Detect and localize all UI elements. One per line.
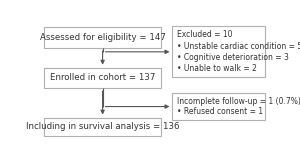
- Text: Including in survival analysis = 136: Including in survival analysis = 136: [26, 122, 179, 131]
- Text: • Refused consent = 1: • Refused consent = 1: [176, 107, 263, 116]
- Text: Incomplete follow-up = 1 (0.7%): Incomplete follow-up = 1 (0.7%): [176, 97, 300, 106]
- FancyBboxPatch shape: [44, 68, 161, 88]
- FancyBboxPatch shape: [172, 93, 266, 120]
- Text: Assessed for eligibility = 147: Assessed for eligibility = 147: [40, 33, 166, 42]
- Text: Excluded = 10: Excluded = 10: [176, 30, 232, 40]
- Text: Enrolled in cohort = 137: Enrolled in cohort = 137: [50, 73, 155, 82]
- Text: • Cognitive deterioration = 3: • Cognitive deterioration = 3: [176, 53, 288, 62]
- Text: • Unable to walk = 2: • Unable to walk = 2: [176, 64, 256, 73]
- Text: • Unstable cardiac condition = 5: • Unstable cardiac condition = 5: [176, 42, 300, 51]
- FancyBboxPatch shape: [172, 26, 266, 77]
- FancyBboxPatch shape: [44, 118, 161, 136]
- FancyBboxPatch shape: [44, 27, 161, 48]
